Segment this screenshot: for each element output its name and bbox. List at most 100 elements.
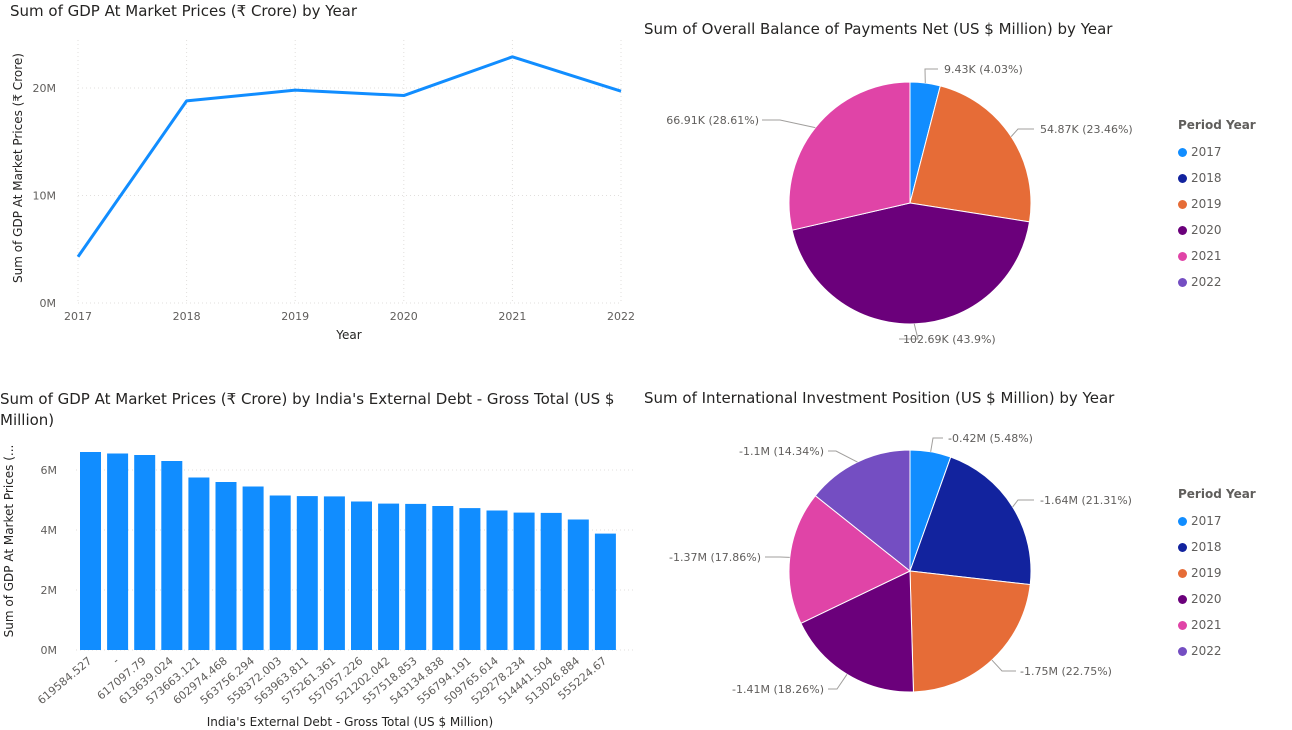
x-tick-label: 2018 xyxy=(173,310,201,323)
legend-item[interactable]: 2022 xyxy=(1178,638,1256,664)
legend-item[interactable]: 2017 xyxy=(1178,139,1256,165)
bar xyxy=(323,496,345,650)
y-tick-label: 4M xyxy=(41,524,58,537)
legend: Period Year 2017 2018 2019 2020 2021 2022 xyxy=(1178,118,1256,295)
bar xyxy=(594,533,616,650)
data-label: 102.69K (43.9%) xyxy=(903,333,996,346)
bar xyxy=(486,510,508,650)
bar xyxy=(134,455,156,650)
legend-marker-icon xyxy=(1178,199,1187,209)
iip-by-year-visual[interactable]: Sum of International Investment Position… xyxy=(640,388,1292,730)
bar xyxy=(161,461,183,650)
bar xyxy=(296,496,318,650)
y-tick-label: 0M xyxy=(40,297,57,310)
legend-label: 2018 xyxy=(1191,171,1222,185)
y-axis-title: Sum of GDP At Market Prices (... xyxy=(2,445,16,638)
x-tick-label: - xyxy=(110,654,121,667)
legend-label: 2019 xyxy=(1191,197,1222,211)
bar xyxy=(378,503,400,650)
bar xyxy=(567,519,589,650)
legend-item[interactable]: 2018 xyxy=(1178,165,1256,191)
legend-item[interactable]: 2021 xyxy=(1178,612,1256,638)
legend-label: 2017 xyxy=(1191,145,1222,159)
series-line xyxy=(76,55,622,258)
y-tick-label: 20M xyxy=(33,82,57,95)
pie-chart: 9.43K (4.03%) 54.87K (23.46%) 102.69K (43.… xyxy=(666,63,1133,346)
leader-line xyxy=(1010,128,1034,137)
legend-label: 2021 xyxy=(1191,249,1222,263)
legend-label: 2022 xyxy=(1191,275,1222,289)
data-label: 9.43K (4.03%) xyxy=(944,63,1023,76)
data-label: 54.87K (23.46%) xyxy=(1040,123,1133,136)
y-tick-label: 6M xyxy=(41,464,58,477)
pie-slice xyxy=(788,81,911,231)
x-tick-label: 2017 xyxy=(64,310,92,323)
data-label: -1.75M (22.75%) xyxy=(1020,665,1112,678)
legend-item[interactable]: 2021 xyxy=(1178,243,1256,269)
x-tick-label: 619584.527 xyxy=(35,654,94,707)
y-tick-label: 0M xyxy=(41,644,58,657)
leader-line xyxy=(828,450,858,463)
legend-item[interactable]: 2022 xyxy=(1178,269,1256,295)
legend-marker-icon xyxy=(1178,173,1187,183)
bar xyxy=(432,506,454,650)
bar xyxy=(540,512,562,650)
data-label: -1.64M (21.31%) xyxy=(1040,494,1132,507)
x-axis-title: Year xyxy=(335,328,361,342)
legend-title: Period Year xyxy=(1178,118,1256,132)
leader-line xyxy=(991,659,1016,672)
legend-label: 2020 xyxy=(1191,223,1222,237)
x-tick-label: 2022 xyxy=(607,310,635,323)
legend-marker-icon xyxy=(1178,594,1187,604)
data-label: -1.1M (14.34%) xyxy=(739,445,824,458)
data-label: -1.37M (17.86%) xyxy=(669,551,761,564)
chart-title: Sum of Overall Balance of Payments Net (… xyxy=(644,20,1113,38)
bar xyxy=(459,508,481,650)
x-tick-label: 2019 xyxy=(281,310,309,323)
pie-slice xyxy=(909,570,1031,693)
legend-item[interactable]: 2019 xyxy=(1178,560,1256,586)
legend-marker-icon xyxy=(1178,646,1187,656)
bar xyxy=(351,501,372,650)
legend-marker-icon xyxy=(1178,568,1187,578)
leader-line xyxy=(899,323,919,340)
x-axis-title: India's External Debt - Gross Total (US … xyxy=(207,715,493,729)
gdp-by-year-visual[interactable]: Sum of GDP At Market Prices (₹ Crore) by… xyxy=(0,0,640,360)
legend: Period Year 2017 2018 2019 2020 2021 2022 xyxy=(1178,487,1256,664)
y-tick-label: 2M xyxy=(41,584,58,597)
legend-item[interactable]: 2020 xyxy=(1178,586,1256,612)
pie-slice xyxy=(788,494,911,625)
bar xyxy=(188,477,210,650)
leader-line xyxy=(828,674,848,690)
legend-marker-icon xyxy=(1178,251,1187,261)
y-tick-label: 10M xyxy=(33,190,57,203)
data-label: 66.91K (28.61%) xyxy=(666,114,759,127)
leader-line xyxy=(762,119,816,129)
data-label: -0.42M (5.48%) xyxy=(948,432,1033,445)
legend-label: 2017 xyxy=(1191,514,1222,528)
leader-line xyxy=(924,68,938,83)
legend-item[interactable]: 2017 xyxy=(1178,508,1256,534)
legend-label: 2021 xyxy=(1191,618,1222,632)
chart-title: Sum of GDP At Market Prices (₹ Crore) by… xyxy=(0,390,615,429)
pie-slice xyxy=(791,202,1031,325)
legend-item[interactable]: 2019 xyxy=(1178,191,1256,217)
x-tick-label: 2021 xyxy=(498,310,526,323)
bar xyxy=(513,512,535,650)
data-label: -1.41M (18.26%) xyxy=(732,683,824,696)
legend-marker-icon xyxy=(1178,277,1187,287)
chart-title: Sum of GDP At Market Prices (₹ Crore) by… xyxy=(10,2,358,20)
bar xyxy=(80,452,101,650)
pie-slice xyxy=(909,456,1032,586)
gdp-by-debt-visual[interactable]: Sum of GDP At Market Prices (₹ Crore) by… xyxy=(0,388,640,730)
legend-item[interactable]: 2018 xyxy=(1178,534,1256,560)
legend-item[interactable]: 2020 xyxy=(1178,217,1256,243)
bar xyxy=(107,453,129,650)
leader-line xyxy=(1012,499,1034,508)
bar xyxy=(405,503,427,650)
bar xyxy=(215,482,237,650)
x-tick-label: 2020 xyxy=(390,310,418,323)
bop-by-year-visual[interactable]: Sum of Overall Balance of Payments Net (… xyxy=(640,0,1292,360)
legend-marker-icon xyxy=(1178,542,1187,552)
